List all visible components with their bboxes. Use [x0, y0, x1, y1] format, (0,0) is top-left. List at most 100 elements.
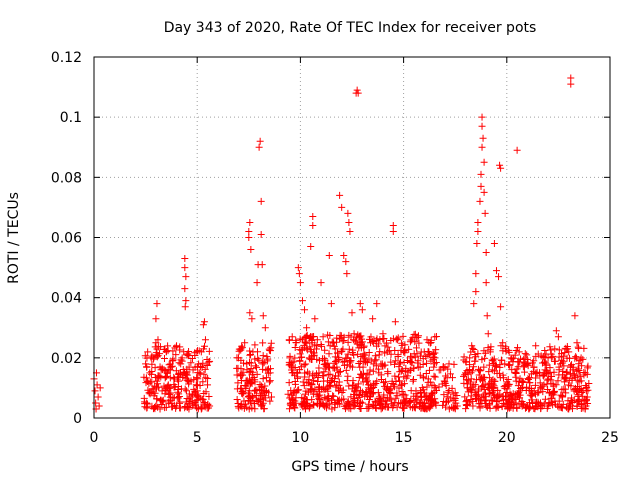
data-point [478, 143, 486, 151]
data-point [542, 369, 550, 377]
data-point [430, 353, 438, 361]
data-point [295, 270, 303, 278]
data-point [547, 394, 555, 402]
data-point [313, 390, 321, 398]
data-point [237, 372, 245, 380]
data-point [541, 395, 549, 403]
data-point [385, 387, 393, 395]
data-point [482, 349, 490, 357]
data-point [367, 339, 375, 347]
data-point [324, 371, 332, 379]
data-point [335, 353, 343, 361]
data-point [307, 348, 315, 356]
data-point [397, 367, 405, 375]
data-point [193, 374, 201, 382]
data-point [286, 400, 294, 408]
data-point [571, 373, 579, 381]
data-point [521, 368, 529, 376]
data-point [204, 381, 212, 389]
data-point [372, 356, 380, 364]
data-point [303, 331, 311, 339]
data-point [327, 300, 335, 308]
data-point [297, 363, 305, 371]
data-point [289, 402, 297, 410]
data-point [400, 380, 408, 388]
data-point [572, 353, 580, 361]
data-point [348, 309, 356, 317]
data-point [190, 385, 198, 393]
y-axis-label: ROTI / TECUs [6, 192, 22, 284]
data-point [575, 360, 583, 368]
data-point [472, 376, 480, 384]
data-point [546, 364, 554, 372]
data-point [442, 372, 450, 380]
data-point [298, 353, 306, 361]
data-point [182, 273, 190, 281]
data-point [336, 400, 344, 408]
data-point [317, 340, 325, 348]
data-point [577, 354, 585, 362]
data-point [153, 300, 161, 308]
data-point [321, 403, 329, 411]
data-point [511, 351, 519, 359]
data-point [555, 353, 563, 361]
data-point [570, 387, 578, 395]
data-point [356, 300, 364, 308]
data-point [265, 389, 273, 397]
data-point [184, 352, 192, 360]
data-point [344, 209, 352, 217]
data-point [542, 350, 550, 358]
data-point [395, 384, 403, 392]
data-point [296, 335, 304, 343]
data-point [261, 324, 269, 332]
data-point [573, 339, 581, 347]
x-axis-label: GPS time / hours [291, 459, 408, 475]
data-point [148, 378, 156, 386]
data-point [347, 405, 355, 413]
data-point [580, 344, 588, 352]
data-point [253, 370, 261, 378]
data-point [241, 339, 249, 347]
data-point [181, 285, 189, 293]
data-point [301, 344, 309, 352]
data-point [393, 403, 401, 411]
data-point [381, 361, 389, 369]
data-point [302, 360, 310, 368]
data-point [346, 227, 354, 235]
data-point [317, 399, 325, 407]
data-point [517, 400, 525, 408]
data-point [93, 381, 101, 389]
data-point [165, 390, 173, 398]
data-point [519, 384, 527, 392]
data-point [176, 343, 184, 351]
data-point [411, 353, 419, 361]
data-point [443, 398, 451, 406]
data-point [424, 375, 432, 383]
data-point [531, 405, 539, 413]
data-point [140, 373, 148, 381]
data-point [555, 397, 563, 405]
data-point [366, 366, 374, 374]
data-point [494, 404, 502, 412]
data-point [205, 393, 213, 401]
data-points [90, 74, 593, 413]
data-point [356, 405, 364, 413]
data-point [485, 361, 493, 369]
data-point [301, 306, 309, 314]
data-point [395, 360, 403, 368]
data-point [181, 404, 189, 412]
data-point [356, 363, 364, 371]
data-point [342, 366, 350, 374]
data-point [301, 373, 309, 381]
data-point [416, 398, 424, 406]
data-point [255, 143, 263, 151]
data-point [145, 379, 153, 387]
data-point [471, 357, 479, 365]
data-point [497, 303, 505, 311]
data-point [471, 381, 479, 389]
data-point [384, 370, 392, 378]
data-point [431, 395, 439, 403]
data-point [488, 366, 496, 374]
data-point [489, 359, 497, 367]
data-point [301, 402, 309, 410]
